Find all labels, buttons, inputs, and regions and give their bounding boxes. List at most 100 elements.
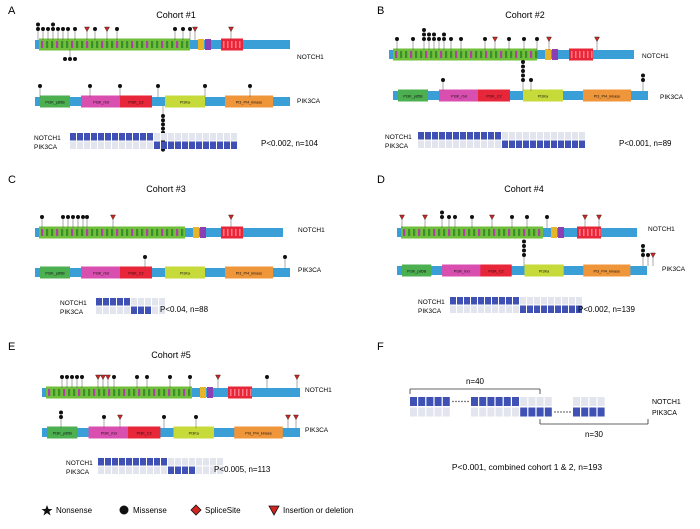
- oncoprint-cell-notch1: [453, 132, 459, 140]
- egf-repeat-stripe: [106, 229, 109, 236]
- gene-label-pik3ca: PIK3CA: [297, 98, 321, 105]
- egf-repeat-stripe: [181, 229, 184, 236]
- oncoprint-cell-pik3ca: [589, 407, 597, 417]
- oncoprint-cell-notch1: [231, 133, 237, 141]
- oncoprint-cell-pik3ca: [147, 141, 153, 149]
- oncoprint-cell-notch1: [555, 297, 561, 305]
- stat-text: P<0.002, n=139: [578, 305, 635, 314]
- missense-marker: [85, 215, 89, 219]
- oncoprint-cell-pik3ca: [154, 466, 160, 474]
- ankyrin-stripe: [231, 229, 233, 236]
- oncoprint-cell-pik3ca: [485, 305, 491, 313]
- oncoprint-cell-notch1: [154, 133, 160, 141]
- indel-marker: [294, 374, 300, 380]
- missense-marker: [73, 27, 77, 31]
- oncoprint-cell-notch1: [105, 133, 111, 141]
- missense-marker: [143, 255, 147, 259]
- pik3ca-domain: [524, 264, 564, 277]
- oncoprint-cell-pik3ca: [506, 305, 512, 313]
- egf-repeat-stripe: [425, 51, 428, 58]
- egf-repeat-stripe: [116, 41, 119, 48]
- missense-marker: [641, 78, 645, 82]
- oncoprint-cell-notch1: [569, 297, 575, 305]
- oncoprint-cell-pik3ca: [460, 140, 466, 148]
- missense-marker: [194, 415, 198, 419]
- oncoprint-cell-notch1: [589, 397, 597, 406]
- egf-repeat-stripe: [480, 51, 483, 58]
- oncoprint-cell-pik3ca: [119, 466, 125, 474]
- missense-marker: [93, 27, 97, 31]
- oncoprint-cell-pik3ca: [492, 305, 498, 313]
- pik3ca-domain: [81, 95, 121, 108]
- oncoprint-cell-notch1: [520, 397, 528, 406]
- egf-repeat-stripe: [528, 229, 531, 236]
- missense-marker: [453, 215, 457, 219]
- protein-backbone: [35, 268, 290, 277]
- egf-repeat-stripe: [525, 51, 528, 58]
- egf-repeat-stripe: [41, 41, 44, 48]
- missense-marker: [459, 37, 463, 41]
- ankyrin-stripe: [227, 229, 229, 236]
- ankyrin-stripe: [239, 41, 241, 48]
- pik3ca-domain: [173, 426, 214, 439]
- oncoprint-label-pik3ca: PIK3CA: [66, 469, 90, 476]
- oncoprint-cell-pik3ca: [579, 140, 585, 148]
- oncoprint-cell-pik3ca: [576, 305, 582, 313]
- missense-marker: [56, 27, 60, 31]
- egf-repeat-stripe: [458, 229, 461, 236]
- notch1-protein-bar: [42, 386, 300, 399]
- egf-repeat-stripe: [435, 51, 438, 58]
- oncoprint-cell-notch1: [140, 133, 146, 141]
- oncoprint-cell-pik3ca: [562, 305, 568, 313]
- oncoprint-cell-notch1: [84, 133, 90, 141]
- oncoprint-cell-pik3ca: [418, 140, 424, 148]
- protein-backbone: [397, 266, 647, 275]
- oncoprint-cell-pik3ca: [154, 141, 160, 149]
- missense-marker: [115, 27, 119, 31]
- pik3ca-domain: [40, 95, 70, 108]
- missense-marker: [522, 248, 526, 253]
- oncoprint-cell-notch1: [161, 133, 167, 141]
- gene-label-notch1: NOTCH1: [642, 53, 669, 60]
- indel-marker: [117, 414, 123, 420]
- oncoprint-cell-pik3ca: [548, 305, 554, 313]
- ankyrin-stripe: [595, 229, 597, 236]
- oncoprint-cell-notch1: [464, 297, 470, 305]
- oncoprint-cell-pik3ca: [597, 407, 605, 417]
- domain-label: PI3K_rbd: [93, 272, 109, 276]
- oncoprint-label-pik3ca: PIK3CA: [652, 410, 677, 417]
- egf-repeat-stripe: [415, 51, 418, 58]
- oncoprint-cell-notch1: [442, 397, 450, 406]
- oncoprint-cell-pik3ca: [124, 306, 130, 314]
- pik3ca-lollipop-track: PI3K_p85B PI3K_rbd PI3K_C2 PI3Ka PI3_PI4_kin…: [35, 255, 290, 279]
- cohort-title: Cohort #1: [156, 10, 196, 20]
- missense-marker: [88, 84, 92, 88]
- oncoprint-cell-notch1: [581, 397, 589, 406]
- oncoprint-cell-pik3ca: [457, 305, 463, 313]
- oncoprint-cell-notch1: [168, 133, 174, 141]
- oncoprint-cell-pik3ca: [537, 140, 543, 148]
- lnr-domain: [193, 227, 199, 238]
- pik3ca-domain: [234, 426, 283, 439]
- oncoprint-cell-notch1: [161, 458, 167, 466]
- oncoprint-cell-pik3ca: [544, 140, 550, 148]
- ankyrin-stripe: [583, 229, 585, 236]
- ankyrin-stripe: [250, 389, 252, 396]
- pik3ca-domain: [480, 264, 512, 277]
- ankyrin-stripe: [591, 51, 593, 58]
- pik3ca-mutations: [38, 84, 252, 152]
- pik3ca-protein-bar: PI3K_p85B PI3K_rbd PI3K_C2 PI3Ka PI3_PI4_kin…: [393, 89, 648, 102]
- ankyrin-stripe: [571, 51, 573, 58]
- egf-repeat-stripe: [56, 41, 59, 48]
- oncoprint-label-pik3ca: PIK3CA: [60, 309, 84, 316]
- egf-repeat-stripe: [490, 51, 493, 58]
- lnr-domain: [198, 39, 204, 50]
- oncoprint-cell-pik3ca: [182, 141, 188, 149]
- egf-repeat-stripe: [508, 229, 511, 236]
- missense-marker: [395, 37, 399, 41]
- egf-repeat-stripe: [68, 389, 71, 396]
- missense-marker: [161, 114, 165, 118]
- oncoprint-cell-pik3ca: [453, 140, 459, 148]
- missense-marker: [145, 375, 149, 379]
- egf-repeat-stripe: [133, 389, 136, 396]
